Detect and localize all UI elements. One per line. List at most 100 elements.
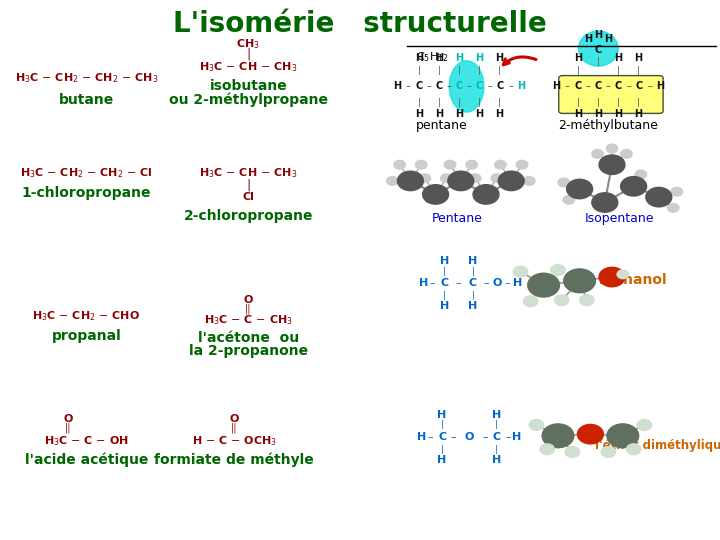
- Text: –: –: [483, 279, 489, 288]
- Text: H: H: [438, 455, 446, 465]
- Circle shape: [580, 295, 594, 306]
- Text: O: O: [464, 433, 474, 442]
- Circle shape: [415, 160, 427, 169]
- Text: H $-$ C $-$ OCH$_3$: H $-$ C $-$ OCH$_3$: [192, 434, 276, 448]
- Text: |: |: [478, 98, 481, 107]
- Text: propanal: propanal: [52, 329, 121, 343]
- Text: H: H: [574, 110, 582, 119]
- Circle shape: [551, 265, 565, 275]
- Text: –: –: [405, 82, 410, 91]
- Text: |: |: [441, 421, 444, 429]
- Text: l'acide acétique: l'acide acétique: [24, 453, 148, 467]
- Text: H: H: [469, 256, 477, 266]
- Ellipse shape: [449, 61, 484, 112]
- Text: C: C: [615, 82, 622, 91]
- Text: –: –: [456, 279, 462, 288]
- Circle shape: [495, 160, 506, 169]
- Text: C: C: [492, 433, 501, 442]
- Text: l'éthanol: l'éthanol: [599, 273, 668, 287]
- Text: |: |: [637, 98, 640, 107]
- Circle shape: [444, 160, 456, 169]
- Text: Isopentane: Isopentane: [585, 212, 654, 225]
- Circle shape: [523, 296, 538, 307]
- Text: |: |: [418, 66, 420, 75]
- Text: |: |: [472, 292, 474, 300]
- Circle shape: [491, 174, 503, 183]
- Text: –: –: [564, 82, 569, 91]
- Text: H: H: [604, 34, 613, 44]
- Text: |: |: [246, 178, 251, 191]
- Circle shape: [513, 266, 528, 277]
- Text: H: H: [393, 82, 402, 91]
- Text: |: |: [617, 98, 620, 107]
- Circle shape: [646, 187, 672, 207]
- Text: C: C: [595, 82, 602, 91]
- Text: –: –: [430, 279, 436, 288]
- Text: H: H: [475, 53, 484, 63]
- Circle shape: [667, 204, 679, 212]
- Text: H: H: [495, 53, 504, 63]
- Text: |: |: [498, 98, 501, 107]
- Text: H: H: [455, 110, 464, 119]
- Text: H: H: [634, 53, 643, 63]
- Text: –: –: [586, 82, 590, 91]
- Text: |: |: [438, 66, 441, 75]
- Text: H: H: [415, 110, 423, 119]
- Circle shape: [563, 195, 575, 204]
- Text: –: –: [451, 433, 456, 442]
- Text: |: |: [441, 446, 444, 454]
- Text: –: –: [467, 82, 472, 91]
- Text: C: C: [575, 82, 582, 91]
- Text: –: –: [626, 82, 631, 91]
- Text: |: |: [597, 98, 600, 107]
- Text: C: C: [635, 82, 642, 91]
- Text: H$_3$C $-$ C $-$ OH: H$_3$C $-$ C $-$ OH: [44, 434, 129, 448]
- Text: H$_3$C $-$ CH$_2$ $-$ CH$_2$ $-$ Cl: H$_3$C $-$ CH$_2$ $-$ CH$_2$ $-$ Cl: [20, 166, 153, 180]
- Text: Cl: Cl: [243, 192, 254, 201]
- Circle shape: [448, 171, 474, 191]
- Circle shape: [542, 424, 574, 448]
- Text: |: |: [498, 66, 501, 75]
- Text: H: H: [418, 433, 426, 442]
- Text: H: H: [475, 110, 484, 119]
- Circle shape: [607, 424, 639, 448]
- Circle shape: [540, 444, 554, 455]
- Text: la 2-propanone: la 2-propanone: [189, 344, 308, 358]
- Text: C: C: [440, 279, 449, 288]
- Circle shape: [599, 155, 625, 174]
- Ellipse shape: [579, 31, 618, 66]
- Text: H: H: [495, 110, 504, 119]
- Text: |: |: [617, 66, 620, 75]
- Text: H: H: [574, 53, 582, 63]
- Circle shape: [394, 160, 405, 169]
- Text: O: O: [243, 295, 253, 305]
- Text: H: H: [513, 433, 521, 442]
- Circle shape: [498, 171, 524, 191]
- Circle shape: [516, 160, 528, 169]
- Text: Pentane: Pentane: [432, 212, 482, 225]
- Text: H$_3$C $-$ C $-$ CH$_3$: H$_3$C $-$ C $-$ CH$_3$: [204, 313, 293, 327]
- Text: H: H: [584, 34, 593, 44]
- Text: C: C: [469, 279, 477, 288]
- Circle shape: [554, 295, 569, 306]
- Text: –: –: [428, 433, 433, 442]
- Circle shape: [599, 267, 625, 287]
- Circle shape: [592, 193, 618, 212]
- Text: 2-méthylbutane: 2-méthylbutane: [559, 119, 658, 132]
- Text: C: C: [476, 82, 483, 91]
- Text: L'isomérie   structurelle: L'isomérie structurelle: [173, 10, 547, 38]
- Text: H: H: [435, 110, 444, 119]
- Circle shape: [601, 447, 616, 457]
- FancyBboxPatch shape: [559, 76, 663, 113]
- Text: C$_5$H$_{12}$: C$_5$H$_{12}$: [416, 50, 449, 64]
- Text: H$_3$C $-$ CH$_2$ $-$ CHO: H$_3$C $-$ CH$_2$ $-$ CHO: [32, 309, 140, 323]
- Text: H: H: [634, 110, 643, 119]
- Text: l'éther diméthylique: l'éther diméthylique: [595, 439, 720, 452]
- Circle shape: [387, 177, 398, 185]
- Text: |: |: [637, 66, 640, 75]
- Text: H: H: [492, 410, 501, 420]
- Text: |: |: [443, 267, 446, 275]
- Circle shape: [637, 420, 652, 430]
- Text: |: |: [495, 446, 498, 454]
- Text: ||: ||: [230, 423, 238, 434]
